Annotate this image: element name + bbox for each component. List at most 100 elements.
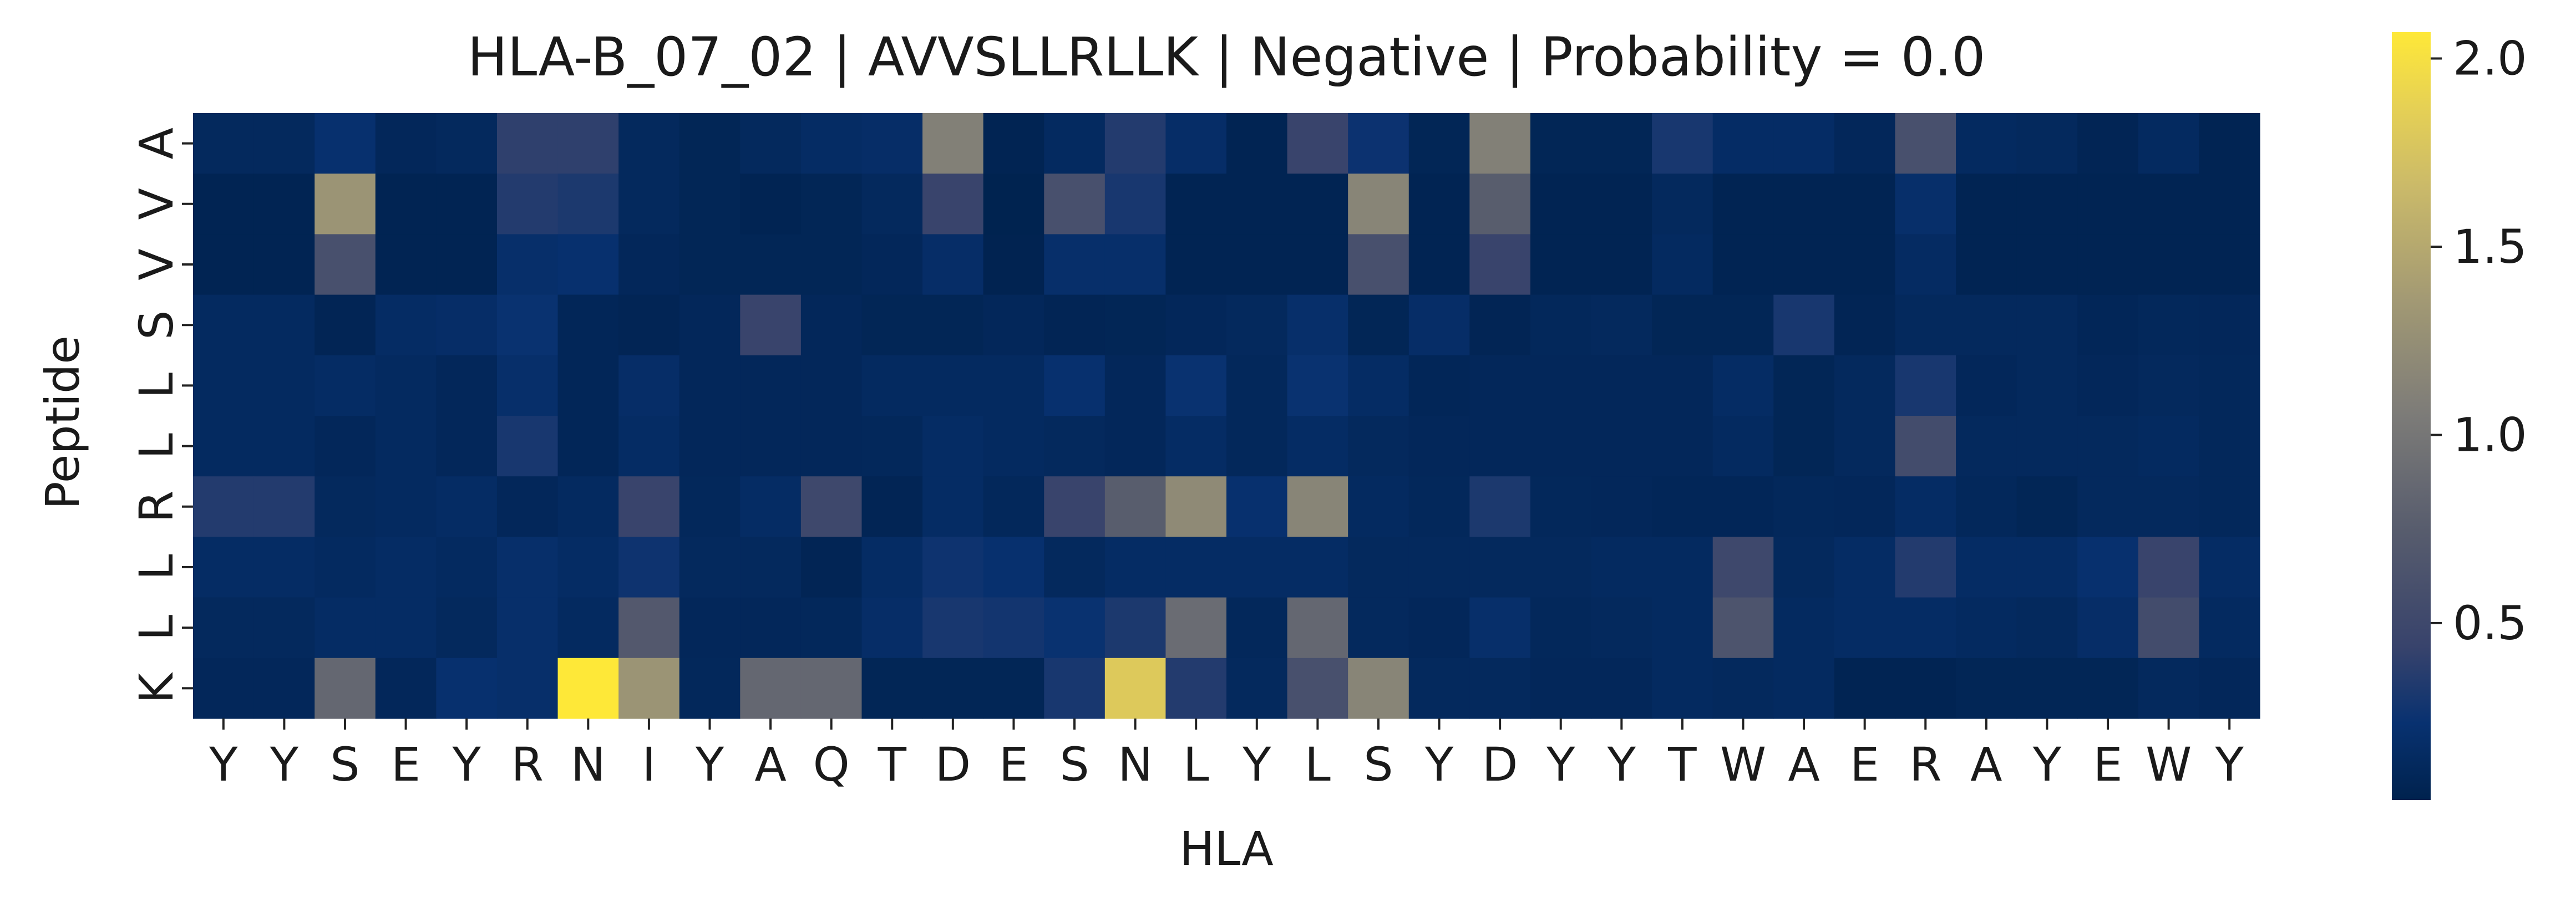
heatmap-cell <box>1408 355 1470 416</box>
heatmap-cell <box>983 597 1044 659</box>
heatmap-cell <box>315 294 376 356</box>
heatmap-cell <box>1165 658 1227 719</box>
colorbar-tick-label: 0.5 <box>2453 596 2527 650</box>
heatmap-cell <box>1469 294 1531 356</box>
heatmap-cell <box>1044 416 1106 477</box>
heatmap-cell <box>1165 174 1227 235</box>
heatmap-cell <box>253 294 315 356</box>
heatmap-cell <box>1044 174 1106 235</box>
heatmap-cell <box>679 355 741 416</box>
heatmap-cell <box>740 113 802 174</box>
heatmap-cell <box>2077 294 2139 356</box>
heatmap-cell <box>1956 234 2017 295</box>
heatmap-cell <box>1834 416 1896 477</box>
heatmap-cell <box>253 476 315 537</box>
heatmap-cell <box>1348 597 1409 659</box>
heatmap-cell <box>193 537 255 598</box>
heatmap-cell <box>1348 294 1409 356</box>
x-tick-label: Y <box>2215 737 2244 792</box>
x-tick-label: L <box>1183 737 1209 792</box>
heatmap-cell <box>375 355 437 416</box>
heatmap-cell <box>1165 234 1227 295</box>
x-tick-label: E <box>1850 737 1879 792</box>
heatmap-cell <box>1104 416 1167 477</box>
heatmap-cell <box>740 597 802 659</box>
heatmap-cell <box>679 294 741 356</box>
heatmap-cell <box>1712 234 1774 295</box>
heatmap-cell <box>496 537 559 598</box>
heatmap-cell <box>1530 355 1592 416</box>
heatmap-cell <box>1408 658 1470 719</box>
heatmap-cell <box>861 174 923 235</box>
heatmap-cell <box>922 174 984 235</box>
heatmap-cell <box>800 355 863 416</box>
heatmap-cell <box>740 355 802 416</box>
heatmap-cell <box>375 113 437 174</box>
heatmap-cell <box>2138 234 2200 295</box>
heatmap-cell <box>1165 537 1227 598</box>
colorbar-tick-label: 1.0 <box>2453 407 2527 462</box>
colorbar-tick-label: 1.5 <box>2453 220 2527 274</box>
heatmap-cell <box>253 113 315 174</box>
heatmap-cell <box>315 537 376 598</box>
heatmap-cell <box>436 476 498 537</box>
x-tick-label: A <box>754 737 786 792</box>
heatmap-cell <box>1652 416 1713 477</box>
heatmap-cell <box>1712 355 1774 416</box>
heatmap-cell <box>983 537 1044 598</box>
heatmap-cell <box>1591 537 1652 598</box>
heatmap-cell <box>922 416 984 477</box>
heatmap-cell <box>1226 476 1288 537</box>
heatmap-cell <box>2199 416 2260 477</box>
heatmap-cell <box>253 597 315 659</box>
heatmap-cell <box>315 658 376 719</box>
heatmap-cell <box>1104 476 1167 537</box>
heatmap-cell <box>1956 355 2017 416</box>
heatmap-cell <box>740 234 802 295</box>
heatmap-cell <box>1956 597 2017 659</box>
y-tick-label: S <box>129 310 184 340</box>
heatmap-cell <box>557 597 619 659</box>
colorbar-ticks: 0.5 1.0 1.5 2.0 <box>2431 32 2527 650</box>
heatmap-cell <box>193 174 255 235</box>
heatmap-cell <box>1408 537 1470 598</box>
x-tick-label: A <box>1788 737 1819 792</box>
y-tick-label: A <box>129 128 184 159</box>
heatmap-cell <box>2016 355 2078 416</box>
colorbar-tick-label: 2.0 <box>2453 32 2527 86</box>
heatmap-cell <box>1348 416 1409 477</box>
heatmap-cell <box>1469 597 1531 659</box>
heatmap-cell <box>1104 658 1167 719</box>
heatmap-cell <box>496 416 559 477</box>
x-tick-label: E <box>391 737 420 792</box>
heatmap-cell <box>740 174 802 235</box>
heatmap-cell <box>1530 416 1592 477</box>
heatmap-cell <box>740 476 802 537</box>
heatmap-cell <box>1895 597 1956 659</box>
heatmap-cell <box>1956 537 2017 598</box>
heatmap-cell <box>922 658 984 719</box>
heatmap-cell <box>922 597 984 659</box>
heatmap-cell <box>193 234 255 295</box>
y-tick-label: R <box>129 491 184 523</box>
heatmap-cell <box>2016 476 2078 537</box>
heatmap-cell <box>1469 537 1531 598</box>
heatmap-cell <box>436 234 498 295</box>
heatmap-cell <box>1712 294 1774 356</box>
heatmap-cell <box>922 113 984 174</box>
heatmap-cell <box>193 476 255 537</box>
heatmap-cell <box>2199 113 2260 174</box>
heatmap-cell <box>740 537 802 598</box>
heatmap-cell <box>1165 355 1227 416</box>
heatmap-cell <box>1895 294 1956 356</box>
heatmap-cell <box>557 355 619 416</box>
heatmap-cell <box>253 355 315 416</box>
heatmap-cell <box>1226 537 1288 598</box>
x-tick-label: W <box>2146 737 2192 792</box>
heatmap-cell <box>1834 355 1896 416</box>
heatmap-cell <box>861 416 923 477</box>
heatmap-cell <box>740 294 802 356</box>
heatmap-cell <box>315 113 376 174</box>
